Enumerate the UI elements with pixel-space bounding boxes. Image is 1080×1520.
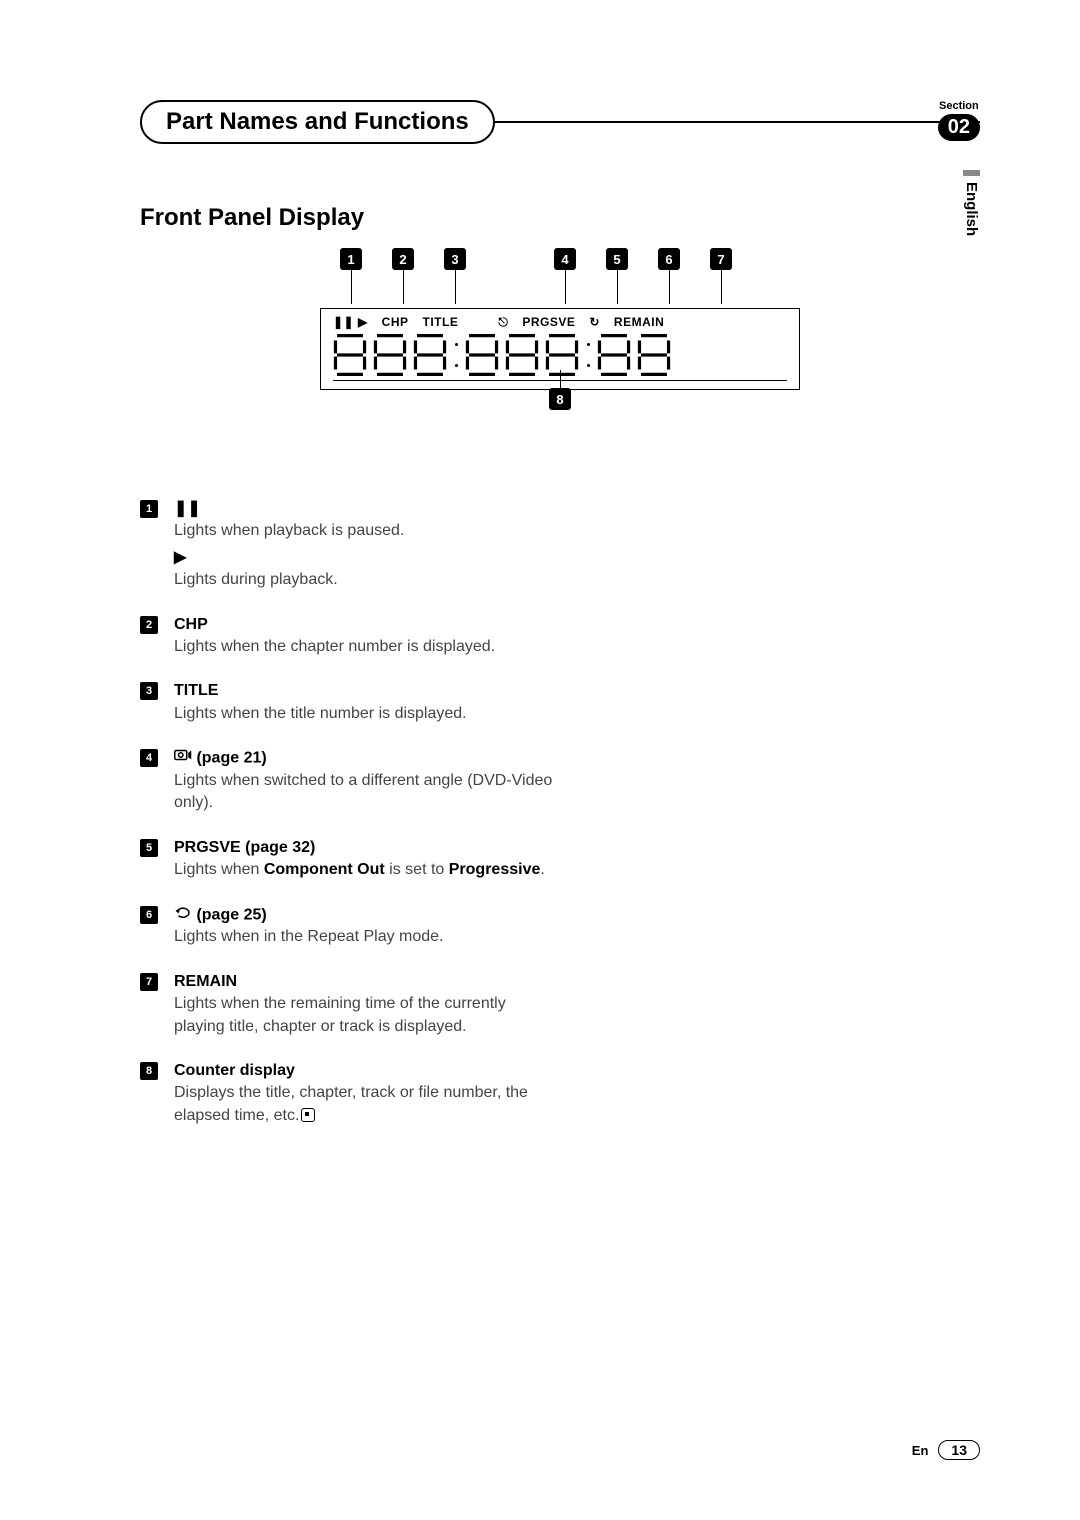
legend-desc: Lights when the chapter number is displa… [174,636,495,658]
segment-block [373,334,407,376]
segment-block [505,334,539,376]
legend-desc: Lights when Component Out is set to Prog… [174,859,545,881]
angle-icon [174,747,192,769]
legend-desc-bold: Progressive [449,861,541,878]
legend-term: REMAIN [174,971,560,993]
legend-item-3: 3 TITLE Lights when the title number is … [140,680,560,725]
legend-desc: Lights when switched to a different angl… [174,770,560,815]
repeat-icon [174,904,192,926]
segment-block [637,334,671,376]
callout-6: 6 [658,248,680,270]
diagram-bottom-callout: 8 [549,388,571,410]
header-rule [493,121,980,123]
segment-block [597,334,631,376]
legend-page-ref: (page 25) [196,906,266,923]
legend-list: 1 ❚❚ Lights when playback is paused. ▶ L… [140,498,980,1127]
legend-item-5: 5 PRGSVE (page 32) Lights when Component… [140,837,560,882]
legend-item-2: 2 CHP Lights when the chapter number is … [140,614,560,659]
legend-desc-bold: Component Out [264,861,385,878]
legend-desc-text: Displays the title, chapter, track or fi… [174,1084,528,1123]
footer-lang: En [912,1443,929,1458]
legend-item-number: 4 [140,749,158,767]
legend-desc: Lights during playback. [174,569,404,591]
section-number-pill: 02 [938,114,980,141]
legend-item-number: 2 [140,616,158,634]
legend-desc-part: . [540,861,544,878]
lcd-label-pause-play: ❚❚ ▶ [333,315,368,330]
lcd-label-remain: REMAIN [614,315,664,330]
legend-item-number: 6 [140,906,158,924]
legend-desc: Lights when the title number is displaye… [174,703,467,725]
lcd-label-angle-icon: ⎋ [498,315,508,330]
segment-colon [585,334,591,376]
legend-term-pause-icon: ❚❚ [174,500,201,517]
legend-page-ref: (page 21) [196,750,266,767]
front-panel-diagram: 1 2 3 4 5 6 7 ❚❚ ▶ CHP TITLE ⎋ PRGSVE ↻ … [320,248,800,438]
end-mark-icon [301,1108,315,1122]
legend-term: PRGSVE [174,839,241,856]
lcd-label-chp: CHP [382,315,409,330]
legend-term: Counter display [174,1060,560,1082]
legend-term: TITLE [174,680,467,702]
legend-item-number: 1 [140,500,158,518]
legend-term: CHP [174,614,495,636]
callout-1: 1 [340,248,362,270]
header-title: Part Names and Functions [140,100,495,144]
legend-page-ref: (page 32) [245,839,315,856]
legend-item-8: 8 Counter display Displays the title, ch… [140,1060,560,1127]
segment-block [465,334,499,376]
legend-item-4: 4 (page 21) Lights when switched to a di… [140,747,560,815]
callout-8: 8 [549,388,571,410]
callout-5: 5 [606,248,628,270]
legend-item-7: 7 REMAIN Lights when the remaining time … [140,971,560,1038]
lcd-label-prgsve: PRGSVE [522,315,575,330]
callout-2: 2 [392,248,414,270]
legend-item-1: 1 ❚❚ Lights when playback is paused. ▶ L… [140,498,560,592]
section-label-text: Section [938,100,980,112]
lcd-label-row: ❚❚ ▶ CHP TITLE ⎋ PRGSVE ↻ REMAIN [333,315,787,330]
legend-item-number: 3 [140,682,158,700]
legend-item-number: 7 [140,973,158,991]
diagram-top-callouts: 1 2 3 4 5 6 7 [340,248,732,270]
segment-block [413,334,447,376]
lcd-label-title: TITLE [423,315,459,330]
legend-desc-part: is set to [385,861,449,878]
segment-colon [453,334,459,376]
section-label: Section 02 [938,100,980,141]
legend-term-play-icon: ▶ [174,549,186,566]
language-tab: English [963,170,980,236]
segment-block [333,334,367,376]
callout-7: 7 [710,248,732,270]
subsection-title: Front Panel Display [140,204,980,232]
legend-item-number: 8 [140,1062,158,1080]
callout-4: 4 [554,248,576,270]
segment-block [545,334,579,376]
page-footer: En 13 [912,1440,980,1460]
legend-desc: Displays the title, chapter, track or fi… [174,1082,560,1127]
lcd-label-repeat-icon: ↻ [589,315,600,330]
legend-desc: Lights when in the Repeat Play mode. [174,926,444,948]
legend-desc: Lights when playback is paused. [174,520,404,542]
legend-desc-part: Lights when [174,861,264,878]
footer-page-number: 13 [938,1440,980,1460]
legend-desc: Lights when the remaining time of the cu… [174,993,560,1038]
legend-item-6: 6 (page 25) Lights when in the Repeat Pl… [140,904,560,949]
header-row: Part Names and Functions [140,100,980,144]
callout-3: 3 [444,248,466,270]
legend-item-number: 5 [140,839,158,857]
